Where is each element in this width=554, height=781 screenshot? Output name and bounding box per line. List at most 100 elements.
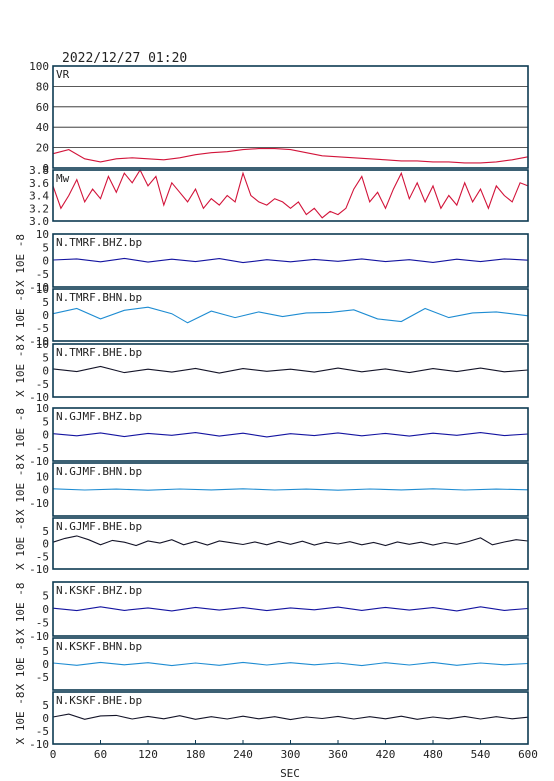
y-tick-label: -5 — [36, 550, 49, 563]
y-tick-label: 5 — [42, 525, 49, 538]
y-tick-label: 3.4 — [29, 190, 49, 203]
panel-label: N.GJMF.BHZ.bp — [56, 410, 142, 423]
panel-label: N.KSKF.BHE.bp — [56, 694, 142, 707]
y-tick-label: 0 — [42, 309, 49, 322]
y-tick-label: 0 — [42, 603, 49, 616]
panel-frame — [52, 65, 529, 169]
y-tick-label: -10 — [29, 335, 49, 348]
y-tick-label: 80 — [36, 80, 49, 93]
y-tick-label: 10 — [36, 228, 49, 241]
panel-kskf-bhe: 50-5-10 N.KSKF.BHE.bp X 10E -8 — [14, 691, 529, 751]
panel-mw: 3.83.63.43.23.0 Mw — [29, 164, 529, 228]
y-tick-label: -10 — [29, 563, 49, 576]
y-tick-label: -10 — [29, 497, 49, 510]
y-tick-label: 10 — [36, 470, 49, 483]
y-tick-label: 0 — [42, 429, 49, 442]
y-tick-label: 10 — [36, 338, 49, 351]
panel-label: Mw — [56, 172, 70, 185]
y-tick-label: -5 — [36, 442, 49, 455]
y-tick-label: 3.2 — [29, 202, 49, 215]
y-tick-label: -10 — [29, 455, 49, 468]
series-line-gjmf-bhn — [52, 488, 529, 491]
y-tick-label: 60 — [36, 101, 49, 114]
series-line-tmrf-bhe — [52, 365, 529, 374]
y-axis-label: X 10E -8 — [14, 692, 27, 745]
panel-frame — [52, 581, 529, 637]
panel-stack: 100806040200VR3.83.63.43.23.0Mw1050-5-10… — [14, 60, 529, 751]
y-axis-label: X 10E -8 — [14, 463, 27, 516]
panel-label: N.KSKF.BHZ.bp — [56, 584, 142, 597]
panel-frame — [52, 288, 529, 342]
y-tick-label: 0 — [42, 162, 49, 175]
y-tick-label: -5 — [36, 671, 49, 684]
panel-vr: 100 80 60 40 20 0 VR — [29, 60, 529, 175]
series-line-mw — [52, 168, 529, 219]
panel-label: N.TMRF.BHZ.bp — [56, 236, 142, 249]
y-tick-label: -10 — [29, 281, 49, 294]
x-tick-label: 180 — [186, 748, 206, 761]
y-tick-label: 0 — [42, 484, 49, 497]
panel-label: N.GJMF.BHE.bp — [56, 520, 142, 533]
x-tick-label: 0 — [50, 748, 57, 761]
y-axis-label: X 10E -8 — [14, 289, 27, 342]
panel-kskf-bhn: 50-5 N.KSKF.BHN.bp X 10E -8 — [14, 637, 529, 691]
y-tick-label: 0 — [42, 538, 49, 551]
y-tick-label: -10 — [29, 738, 49, 751]
y-tick-label: -5 — [36, 268, 49, 281]
y-tick-label: -5 — [36, 322, 49, 335]
y-tick-label: 0 — [42, 365, 49, 378]
series-line-kskf-bhn — [52, 661, 529, 667]
series-line-gjmf-bhz — [52, 432, 529, 438]
y-tick-label: 10 — [36, 402, 49, 415]
panel-label: N.TMRF.BHE.bp — [56, 346, 142, 359]
panel-frame — [52, 637, 529, 691]
panel-frame — [52, 517, 529, 570]
x-tick-label: 420 — [376, 748, 396, 761]
x-tick-label: 600 — [518, 748, 538, 761]
y-tick-label: 5 — [42, 645, 49, 658]
panel-frame — [52, 233, 529, 288]
y-tick-label: 0 — [42, 658, 49, 671]
series-line-vr — [52, 148, 529, 164]
y-tick-label: 3.8 — [29, 164, 49, 177]
panel-frame — [52, 343, 529, 398]
x-tick-label: 540 — [471, 748, 491, 761]
panel-label: N.GJMF.BHN.bp — [56, 465, 142, 478]
x-tick-label: 240 — [233, 748, 253, 761]
series-line-tmrf-bhz — [52, 257, 529, 264]
series-line-gjmf-bhe — [52, 535, 529, 547]
x-axis-label: SEC — [280, 767, 300, 780]
x-tick-label: 300 — [281, 748, 301, 761]
y-tick-label: 5 — [42, 241, 49, 254]
x-axis: 0 60 120 180 240 300 360 420 480 540 600 — [50, 740, 538, 761]
x-tick-label: 60 — [94, 748, 107, 761]
y-tick-label: 3.6 — [29, 177, 49, 190]
y-tick-label: 5 — [42, 415, 49, 428]
y-tick-label: 0 — [42, 712, 49, 725]
panel-gjmf-bhe: 50-5-10 N.GJMF.BHE.bp X 10E -8 — [14, 517, 529, 576]
y-axis-label: X 10E -8 — [14, 234, 27, 287]
series-line-kskf-bhe — [52, 713, 529, 721]
y-tick-label: -10 — [29, 630, 49, 643]
series-line-kskf-bhz — [52, 606, 529, 612]
y-tick-label: 5 — [42, 351, 49, 364]
chart-timestamp: 2022/12/27 01:20 — [62, 51, 187, 66]
y-tick-label: 5 — [42, 590, 49, 603]
panel-frame — [52, 407, 529, 462]
y-tick-label: 100 — [29, 60, 49, 73]
y-tick-label: 20 — [36, 142, 49, 155]
x-tick-label: 480 — [423, 748, 443, 761]
y-tick-label: 5 — [42, 296, 49, 309]
y-axis-label: X 10E -8 — [14, 344, 27, 397]
x-tick-label: 360 — [328, 748, 348, 761]
series-line-tmrf-bhn — [52, 306, 529, 324]
y-axis-label: X 10E -8 — [14, 638, 27, 691]
y-tick-label: -5 — [36, 378, 49, 391]
panel-gjmf-bhn: 100-10 N.GJMF.BHN.bp X 10E -8 — [14, 462, 529, 517]
y-tick-label: 3.0 — [29, 215, 49, 228]
panel-label: N.TMRF.BHN.bp — [56, 291, 142, 304]
